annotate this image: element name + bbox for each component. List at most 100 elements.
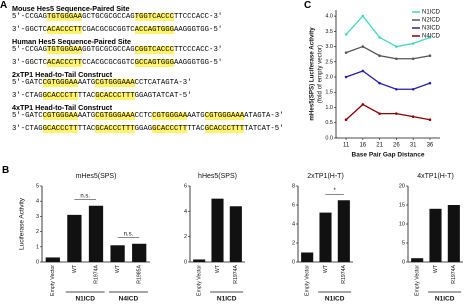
y-tick-label: 3.5 bbox=[325, 29, 333, 35]
y-tick-label: 1 bbox=[36, 244, 39, 250]
y-tick-label: 15 bbox=[399, 202, 405, 208]
x-tick-label: 36 bbox=[427, 143, 434, 149]
sequence-segment: TGTGGGAA bbox=[47, 46, 83, 54]
sequence-segment: GCCAGTGGG bbox=[134, 59, 175, 67]
sequence-segment: TTAC bbox=[187, 125, 205, 133]
sequence-segment: 3'-GGCTC bbox=[12, 59, 48, 67]
y-tick-label: 4.0 bbox=[325, 14, 333, 20]
sequence: 3'-GGCTCACACCCTTCCACGCGCGGTCGCCAGTGGGAAG… bbox=[12, 59, 304, 67]
sequence: 5'-CCGAGTGTGGGAAGCTGCGCGCCAGTGGTCACCCTTC… bbox=[12, 13, 304, 21]
y-tick-label: 1.5 bbox=[325, 90, 333, 96]
point bbox=[428, 118, 432, 122]
point bbox=[395, 45, 398, 48]
point bbox=[411, 87, 415, 91]
x-tick-label: R1974A bbox=[93, 264, 99, 283]
bar bbox=[193, 259, 206, 262]
y-tick-label: 0 bbox=[292, 259, 295, 265]
point bbox=[428, 81, 432, 85]
sequence-segment: GCTGCGCGCCAG bbox=[82, 13, 135, 21]
sequence-segment: ACCAGTGGG bbox=[134, 26, 175, 34]
bar bbox=[132, 243, 147, 262]
chart-title: mHes5(SPS) bbox=[76, 173, 117, 180]
sequence-segment: TTCCCACC-3' bbox=[174, 46, 223, 54]
y-tick-label: 6 bbox=[292, 202, 295, 208]
sequence-segment: GCACCCTT bbox=[42, 92, 78, 100]
group-label: N1ICD bbox=[325, 296, 345, 303]
x-tick-label: WT bbox=[115, 264, 121, 273]
sequence-segment: 5'-GATC bbox=[12, 112, 43, 120]
y-tick-label: 5 bbox=[36, 183, 39, 189]
chart-title: hHes5(SPS) bbox=[198, 173, 237, 180]
y-tick-label: 4 bbox=[292, 221, 295, 227]
x-tick-label: WT bbox=[215, 264, 221, 273]
point bbox=[344, 51, 348, 54]
x-tick-label: 16 bbox=[359, 143, 366, 149]
sequence-segment: 5'-GATC bbox=[12, 79, 43, 87]
sequence-segment: ATAGTA-3' bbox=[244, 112, 284, 120]
sequence-segment: GGTGCGCGCCAG bbox=[82, 46, 135, 54]
bar bbox=[45, 257, 60, 262]
sequence-segment: AATG bbox=[77, 79, 96, 87]
significance-label: * bbox=[333, 188, 336, 194]
sequence-segment: AATG bbox=[77, 112, 96, 120]
x-tick-label: R1985A bbox=[137, 264, 143, 283]
sequence-segment: CCACGCGCGGTC bbox=[82, 59, 135, 67]
x-tick-label: 31 bbox=[410, 143, 417, 149]
x-axis-label: Base Pair Gap Distance bbox=[352, 152, 425, 159]
legend-label: N2ICD bbox=[422, 18, 441, 24]
sequence-segment: TTAC bbox=[77, 92, 96, 100]
series-line bbox=[345, 103, 431, 121]
point bbox=[361, 14, 365, 18]
y-tick-label: 2.5 bbox=[325, 59, 333, 65]
y-tick-label: 4 bbox=[184, 209, 187, 215]
y-tick-label: 2 bbox=[184, 234, 187, 240]
point bbox=[344, 33, 348, 36]
x-tick-label: R1974A bbox=[233, 264, 239, 283]
x-tick-label: WT bbox=[72, 264, 78, 273]
sequence-segment: GCACCCTT bbox=[42, 125, 78, 133]
chart-title: 2xTP1(H-T) bbox=[307, 173, 344, 180]
bar bbox=[337, 200, 350, 262]
construct-title: 2xTP1 Head-to-Tail Construct bbox=[12, 70, 113, 79]
sequence-segment: GCACCCTTT bbox=[95, 125, 135, 133]
group-label: N1ICD bbox=[75, 296, 95, 303]
sequence: 5'-GATCCGTGGGAAAATGCGTGGGAAACCTCATAGTA-3… bbox=[12, 79, 304, 87]
significance-label: n.s. bbox=[80, 193, 90, 199]
point bbox=[361, 45, 365, 48]
construct-title: Human Hes5 Sequence-Paired Site bbox=[12, 37, 132, 46]
sequence-segment: GCACCCTTT bbox=[204, 125, 245, 133]
bar bbox=[447, 205, 460, 262]
sequence-segment: AAGGGTGG-5' bbox=[174, 59, 223, 67]
point bbox=[378, 54, 381, 58]
sequence-segment: CGTGGGAAA bbox=[204, 112, 245, 120]
y-tick-label: 0.0 bbox=[325, 135, 333, 141]
sequence-segment: GGAG bbox=[134, 125, 153, 133]
point bbox=[411, 57, 415, 61]
y-axis-label: Luciferase Activity bbox=[19, 197, 26, 250]
point bbox=[395, 57, 398, 61]
y-tick-label: 4 bbox=[36, 199, 39, 205]
point bbox=[411, 115, 415, 118]
sequence: 3'-GGCTCACACCCTTCGACGCGCGGTCACCAGTGGGAAG… bbox=[12, 26, 304, 34]
point bbox=[361, 103, 365, 106]
point bbox=[344, 75, 348, 79]
sequence-segment: ACACCCTT bbox=[47, 26, 83, 34]
sequence-segment: CGTGGGAA bbox=[152, 112, 188, 120]
sequence-segment: GCACCCTT bbox=[152, 125, 188, 133]
y-tick-label: 6 bbox=[184, 183, 187, 189]
sequence-segment: TTCCCACC-3' bbox=[174, 13, 223, 21]
y-tick-label: 0 bbox=[36, 259, 39, 265]
y-tick-label: 8 bbox=[292, 183, 295, 189]
sequence: 5'-CCGAGTGTGGGAAGGTGCGCGCCAGCGGTCACCCTTC… bbox=[12, 46, 304, 54]
y-axis-label: (fold of empty vector) bbox=[317, 45, 324, 103]
panel-label: A bbox=[0, 0, 8, 11]
point bbox=[428, 54, 432, 58]
sequence-segment: GCACCCTTT bbox=[95, 92, 135, 100]
chart-title: 4xTP1(H-T) bbox=[417, 173, 454, 180]
sequence-segment: CGTGGGAA bbox=[42, 79, 78, 87]
sequence: 3'-CTAGGCACCCTTTTACGCACCCTTTGGAGGCACCCTT… bbox=[12, 125, 304, 133]
sequence-segment: CGTGGGAA bbox=[42, 112, 78, 120]
sequence-segment: CCTC bbox=[134, 112, 153, 120]
bar bbox=[67, 214, 82, 262]
